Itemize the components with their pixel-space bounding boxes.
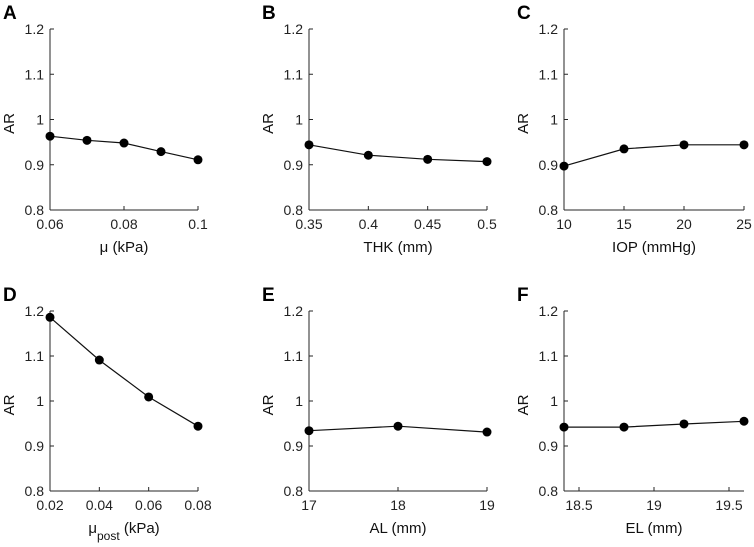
x-tick-label-a: 0.06 <box>36 216 63 232</box>
y-tick-label-f: 0.9 <box>539 438 559 454</box>
x-axis-label-a: μ (kPa) <box>100 239 149 256</box>
x-tick-label-b: 0.5 <box>477 216 497 232</box>
data-point-c <box>619 144 629 154</box>
data-point-e <box>482 427 492 437</box>
panel-label-d: D <box>3 285 17 306</box>
x-tick-label-a: 0.08 <box>110 216 137 232</box>
y-tick-label-b: 1.2 <box>284 21 304 37</box>
x-tick-label-e: 18 <box>390 497 406 513</box>
y-tick-label-a: 1.1 <box>25 66 45 82</box>
y-tick-label-e: 0.8 <box>284 483 304 499</box>
y-tick-label-a: 1.2 <box>25 21 45 37</box>
x-tick-label-f: 19 <box>646 497 662 513</box>
x-tick-label-a: 0.1 <box>188 216 208 232</box>
series-line-b <box>308 144 488 163</box>
x-axis-label-c: IOP (mmHg) <box>612 239 696 256</box>
series-line-f <box>564 420 745 428</box>
data-point-a <box>193 155 203 165</box>
y-tick-label-e: 1.1 <box>284 348 304 364</box>
data-point-d <box>144 392 154 402</box>
x-axis-label-b: THK (mm) <box>363 239 432 256</box>
x-tick-label-f: 19.5 <box>715 497 742 513</box>
x-tick-label-d: 0.06 <box>135 497 162 513</box>
y-axis-label-d: AR <box>1 394 18 415</box>
data-point-d <box>193 421 203 431</box>
data-point-c <box>559 161 569 171</box>
x-tick-label-d: 0.08 <box>184 497 211 513</box>
data-point-b <box>482 157 492 167</box>
x-axis-label-e: AL (mm) <box>370 520 427 537</box>
data-point-c <box>679 140 689 150</box>
data-point-f <box>679 419 689 429</box>
y-tick-label-c: 1 <box>550 112 558 128</box>
x-tick-label-d: 0.04 <box>86 497 113 513</box>
x-tick-label-b: 0.45 <box>414 216 441 232</box>
y-tick-label-d: 1 <box>36 393 44 409</box>
panel-label-e: E <box>262 285 275 306</box>
panel-label-f: F <box>517 285 529 306</box>
y-tick-label-f: 1.1 <box>539 348 559 364</box>
data-point-e <box>304 426 314 436</box>
y-tick-label-a: 1 <box>36 112 44 128</box>
data-point-b <box>423 154 433 164</box>
x-tick-label-e: 19 <box>479 497 495 513</box>
x-tick-label-e: 17 <box>301 497 317 513</box>
x-tick-label-d: 0.02 <box>36 497 63 513</box>
y-tick-label-e: 1 <box>295 393 303 409</box>
y-tick-label-b: 1 <box>295 112 303 128</box>
y-axis-label-c: AR <box>515 113 532 134</box>
y-tick-label-e: 1.2 <box>284 303 304 319</box>
y-tick-label-f: 0.8 <box>539 483 559 499</box>
panel-label-a: A <box>3 3 17 24</box>
data-point-c <box>739 140 749 150</box>
data-point-d <box>94 355 104 365</box>
y-tick-label-b: 0.8 <box>284 202 304 218</box>
y-tick-label-f: 1 <box>550 393 558 409</box>
data-point-f <box>739 416 749 426</box>
x-tick-label-f: 18.5 <box>565 497 592 513</box>
y-tick-label-c: 0.9 <box>539 157 559 173</box>
data-point-e <box>393 421 403 431</box>
y-tick-label-d: 1.2 <box>25 303 45 319</box>
y-tick-label-b: 1.1 <box>284 66 304 82</box>
y-tick-label-d: 0.8 <box>25 483 45 499</box>
x-tick-label-c: 15 <box>616 216 632 232</box>
x-tick-label-c: 10 <box>556 216 572 232</box>
data-point-b <box>363 150 373 160</box>
y-tick-label-a: 0.8 <box>25 202 45 218</box>
data-point-a <box>82 135 92 145</box>
y-axis-label-f: AR <box>515 394 532 415</box>
y-axis-label-a: AR <box>1 113 18 134</box>
x-tick-label-c: 25 <box>736 216 752 232</box>
x-tick-label-b: 0.35 <box>295 216 322 232</box>
x-tick-label-b: 0.4 <box>359 216 379 232</box>
y-tick-label-c: 1.2 <box>539 21 559 37</box>
y-tick-label-a: 0.9 <box>25 157 45 173</box>
x-axis-label-d: μpost (kPa) <box>88 520 159 543</box>
panel-label-b: B <box>262 3 276 24</box>
y-axis-label-e: AR <box>260 394 277 415</box>
y-tick-label-d: 1.1 <box>25 348 45 364</box>
data-point-a <box>119 138 129 148</box>
panel-label-c: C <box>517 3 531 24</box>
x-tick-label-c: 20 <box>676 216 692 232</box>
series-line-c <box>563 144 744 167</box>
x-axis-label-f: EL (mm) <box>626 520 683 537</box>
series-line-d <box>49 316 199 427</box>
data-point-d <box>45 312 55 322</box>
y-tick-label-e: 0.9 <box>284 438 304 454</box>
y-tick-label-f: 1.2 <box>539 303 559 319</box>
data-point-f <box>559 422 569 432</box>
y-tick-label-d: 0.9 <box>25 438 45 454</box>
y-tick-label-c: 0.8 <box>539 202 559 218</box>
data-point-f <box>619 422 629 432</box>
y-tick-label-b: 0.9 <box>284 157 304 173</box>
y-tick-label-c: 1.1 <box>539 66 559 82</box>
y-axis-label-b: AR <box>260 113 277 134</box>
data-point-a <box>156 147 166 157</box>
data-point-a <box>45 131 55 141</box>
data-point-b <box>304 140 314 150</box>
